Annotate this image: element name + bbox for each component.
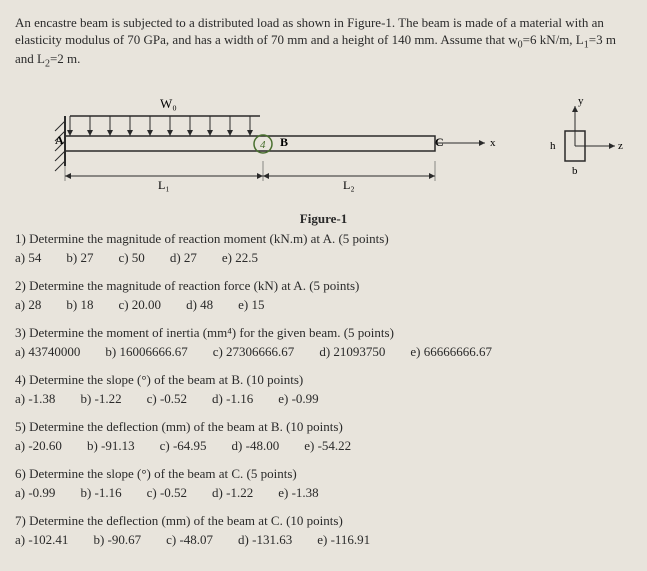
q3-option-c: c) 27306666.67 [213, 344, 295, 360]
q7-option-d: d) -131.63 [238, 532, 292, 548]
q4-option-b: b) -1.22 [80, 391, 121, 407]
q5-options: a) -20.60 b) -91.13 c) -64.95 d) -48.00 … [15, 438, 632, 454]
axis-z-label: z [618, 140, 623, 152]
axis-x-label: x [490, 137, 496, 149]
beam-diagram: W₀ A B C 4 L₁ L₂ x y [15, 86, 632, 206]
axis-y-label: y [578, 95, 584, 107]
q2-option-c: c) 20.00 [118, 297, 161, 313]
q6-text: 6) Determine the slope (°) of the beam a… [15, 466, 632, 482]
q4-option-e: e) -0.99 [278, 391, 318, 407]
q3-text: 3) Determine the moment of inertia (mm⁴)… [15, 325, 632, 341]
q1-option-b: b) 27 [66, 250, 93, 266]
q1-option-e: e) 22.5 [222, 250, 258, 266]
q3-options: a) 43740000 b) 16006666.67 c) 27306666.6… [15, 344, 632, 360]
q7-options: a) -102.41 b) -90.67 c) -48.07 d) -131.6… [15, 532, 632, 548]
q4-options: a) -1.38 b) -1.22 c) -0.52 d) -1.16 e) -… [15, 391, 632, 407]
q1-option-c: c) 50 [118, 250, 144, 266]
q1-text: 1) Determine the magnitude of reaction m… [15, 231, 632, 247]
q6-option-d: d) -1.22 [212, 485, 253, 501]
dim-l2-label: L₂ [343, 178, 355, 192]
q5-option-a: a) -20.60 [15, 438, 62, 454]
problem-text-2: =6 kN/m, L [523, 32, 584, 47]
q7-option-e: e) -116.91 [317, 532, 370, 548]
q6-options: a) -0.99 b) -1.16 c) -0.52 d) -1.22 e) -… [15, 485, 632, 501]
q7-option-a: a) -102.41 [15, 532, 68, 548]
q3-option-d: d) 21093750 [319, 344, 385, 360]
q6-option-b: b) -1.16 [80, 485, 121, 501]
q2-option-b: b) 18 [66, 297, 93, 313]
problem-text-4: =2 m. [50, 51, 80, 66]
axis-b-label: b [572, 165, 578, 177]
point-a-label: A [55, 133, 64, 147]
q3-option-e: e) 66666666.67 [410, 344, 492, 360]
q5-text: 5) Determine the deflection (mm) of the … [15, 419, 632, 435]
marker-label: 4 [260, 139, 266, 151]
q2-text: 2) Determine the magnitude of reaction f… [15, 278, 632, 294]
q1-option-a: a) 54 [15, 250, 41, 266]
q3-option-a: a) 43740000 [15, 344, 80, 360]
q4-option-d: d) -1.16 [212, 391, 253, 407]
figure-label: Figure-1 [15, 211, 632, 227]
q2-option-d: d) 48 [186, 297, 213, 313]
dim-l1-label: L₁ [158, 178, 170, 192]
point-c-label: C [435, 135, 444, 149]
q1-options: a) 54 b) 27 c) 50 d) 27 e) 22.5 [15, 250, 632, 266]
q5-option-d: d) -48.00 [232, 438, 280, 454]
q2-option-a: a) 28 [15, 297, 41, 313]
axis-h-label: h [550, 140, 556, 152]
figure-container: W₀ A B C 4 L₁ L₂ x y [15, 86, 632, 216]
q4-option-a: a) -1.38 [15, 391, 55, 407]
q7-option-b: b) -90.67 [93, 532, 141, 548]
q6-option-e: e) -1.38 [278, 485, 318, 501]
q4-option-c: c) -0.52 [147, 391, 187, 407]
q5-option-c: c) -64.95 [160, 438, 207, 454]
q6-option-c: c) -0.52 [147, 485, 187, 501]
q6-option-a: a) -0.99 [15, 485, 55, 501]
problem-text-1: An encastre beam is subjected to a distr… [15, 15, 604, 47]
q7-option-c: c) -48.07 [166, 532, 213, 548]
q5-option-e: e) -54.22 [304, 438, 351, 454]
q7-text: 7) Determine the deflection (mm) of the … [15, 513, 632, 529]
q5-option-b: b) -91.13 [87, 438, 135, 454]
q1-option-d: d) 27 [170, 250, 197, 266]
problem-statement: An encastre beam is subjected to a distr… [15, 15, 632, 71]
q2-options: a) 28 b) 18 c) 20.00 d) 48 e) 15 [15, 297, 632, 313]
point-b-label: B [280, 135, 288, 149]
q3-option-b: b) 16006666.67 [105, 344, 187, 360]
q4-text: 4) Determine the slope (°) of the beam a… [15, 372, 632, 388]
load-label: W₀ [160, 96, 177, 111]
q2-option-e: e) 15 [238, 297, 264, 313]
